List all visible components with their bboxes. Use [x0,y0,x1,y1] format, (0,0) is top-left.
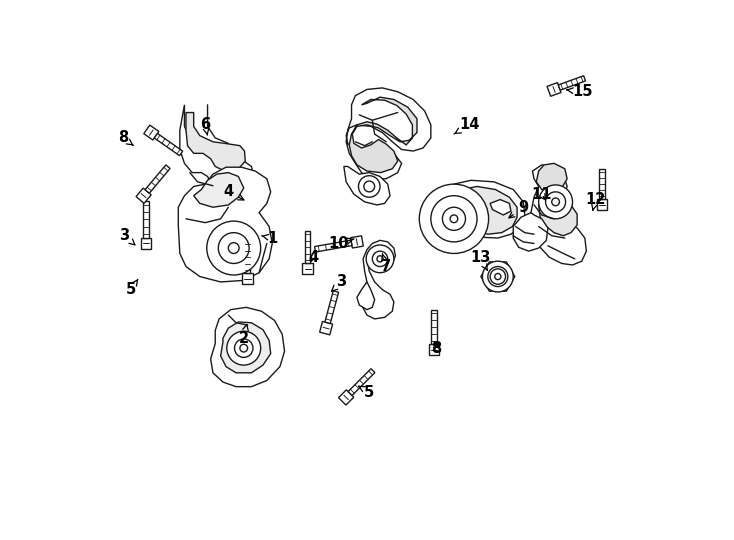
Circle shape [207,221,261,275]
Text: 2: 2 [239,325,249,346]
Polygon shape [180,105,254,192]
Polygon shape [448,180,525,238]
Polygon shape [136,188,151,204]
Polygon shape [144,125,159,140]
Circle shape [488,267,508,287]
Polygon shape [537,164,567,192]
Polygon shape [431,309,437,344]
Text: 8: 8 [117,131,133,145]
Text: 9: 9 [509,200,528,218]
Polygon shape [539,193,577,236]
Circle shape [372,251,388,267]
Circle shape [443,207,465,231]
Polygon shape [454,186,517,234]
Polygon shape [513,213,548,251]
Polygon shape [559,76,586,90]
Circle shape [234,339,253,357]
Circle shape [539,185,573,219]
Polygon shape [490,200,511,215]
Polygon shape [348,369,375,395]
Circle shape [431,195,477,242]
Polygon shape [597,199,607,211]
Circle shape [364,181,374,192]
Text: 14: 14 [454,117,479,134]
Text: 5: 5 [126,279,138,297]
Text: 10: 10 [328,236,354,251]
Polygon shape [154,133,183,156]
Polygon shape [194,173,244,207]
Circle shape [552,198,559,206]
Text: 3: 3 [120,228,135,245]
Polygon shape [245,241,250,273]
Circle shape [227,331,261,365]
Polygon shape [141,238,151,249]
Polygon shape [344,166,390,205]
Circle shape [450,215,458,222]
Circle shape [377,256,383,262]
Text: 15: 15 [567,84,593,99]
Polygon shape [178,167,272,282]
Text: 11: 11 [531,187,552,201]
Polygon shape [145,165,170,193]
Polygon shape [481,262,515,291]
Polygon shape [357,282,374,309]
Text: 8: 8 [431,341,441,356]
Circle shape [495,273,501,280]
Polygon shape [531,165,586,265]
Polygon shape [143,201,149,238]
Polygon shape [186,112,245,170]
Polygon shape [346,88,431,179]
Polygon shape [305,231,310,264]
Polygon shape [362,240,396,319]
Circle shape [366,245,394,273]
Text: 3: 3 [332,274,346,291]
Polygon shape [242,273,252,285]
Text: 7: 7 [381,254,391,274]
Circle shape [482,261,513,292]
Circle shape [218,233,249,264]
Polygon shape [547,83,561,96]
Text: 6: 6 [200,117,211,135]
Circle shape [358,176,380,197]
Circle shape [419,184,489,253]
Polygon shape [302,264,313,274]
Text: 12: 12 [586,192,606,210]
Polygon shape [221,322,271,373]
Polygon shape [429,344,439,355]
Circle shape [545,192,566,212]
Polygon shape [211,307,285,387]
Polygon shape [325,291,338,323]
Polygon shape [349,97,417,173]
Circle shape [240,345,247,352]
Polygon shape [315,240,352,252]
Polygon shape [351,236,363,248]
Polygon shape [599,168,605,199]
Text: 4: 4 [308,250,318,265]
Polygon shape [319,321,333,335]
Polygon shape [338,390,354,405]
Text: 4: 4 [223,184,244,200]
Text: 13: 13 [470,250,490,271]
Text: 5: 5 [359,384,374,400]
Circle shape [228,242,239,253]
Text: 1: 1 [261,231,277,246]
Circle shape [490,269,506,284]
